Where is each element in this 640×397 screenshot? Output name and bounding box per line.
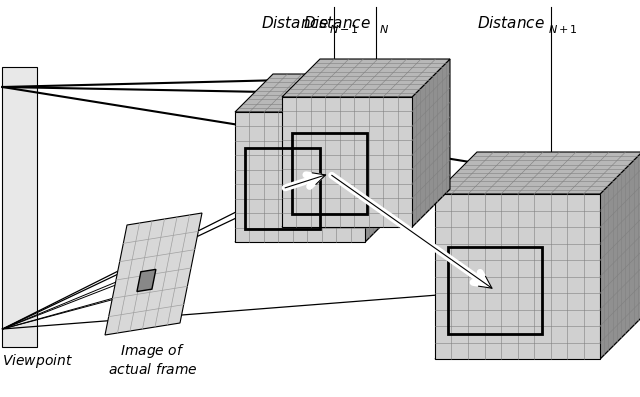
Text: $\it{Viewpoint}$: $\it{Viewpoint}$ xyxy=(2,352,73,370)
Polygon shape xyxy=(365,74,403,242)
Text: $\it{Image\ of}$
$\it{actual\ frame}$: $\it{Image\ of}$ $\it{actual\ frame}$ xyxy=(108,342,197,378)
Text: $\mathit{N+1}$: $\mathit{N+1}$ xyxy=(548,23,577,35)
Polygon shape xyxy=(2,67,37,347)
Text: $\it{Distance}$: $\it{Distance}$ xyxy=(477,15,545,31)
Polygon shape xyxy=(235,204,403,242)
Polygon shape xyxy=(600,152,640,359)
Polygon shape xyxy=(435,317,640,359)
Polygon shape xyxy=(282,59,450,97)
Polygon shape xyxy=(412,59,450,227)
Text: $\it{Distance}$: $\it{Distance}$ xyxy=(303,15,371,31)
Polygon shape xyxy=(435,152,640,194)
Polygon shape xyxy=(235,74,403,112)
Polygon shape xyxy=(282,189,450,227)
Text: $\mathit{N-1}$: $\mathit{N-1}$ xyxy=(329,23,359,35)
Polygon shape xyxy=(137,269,156,291)
Text: $\mathit{N}$: $\mathit{N}$ xyxy=(379,23,389,35)
Text: $\it{Distance}$: $\it{Distance}$ xyxy=(261,15,329,31)
Polygon shape xyxy=(435,194,600,359)
Polygon shape xyxy=(105,213,202,335)
Polygon shape xyxy=(235,112,365,242)
Polygon shape xyxy=(282,97,412,227)
